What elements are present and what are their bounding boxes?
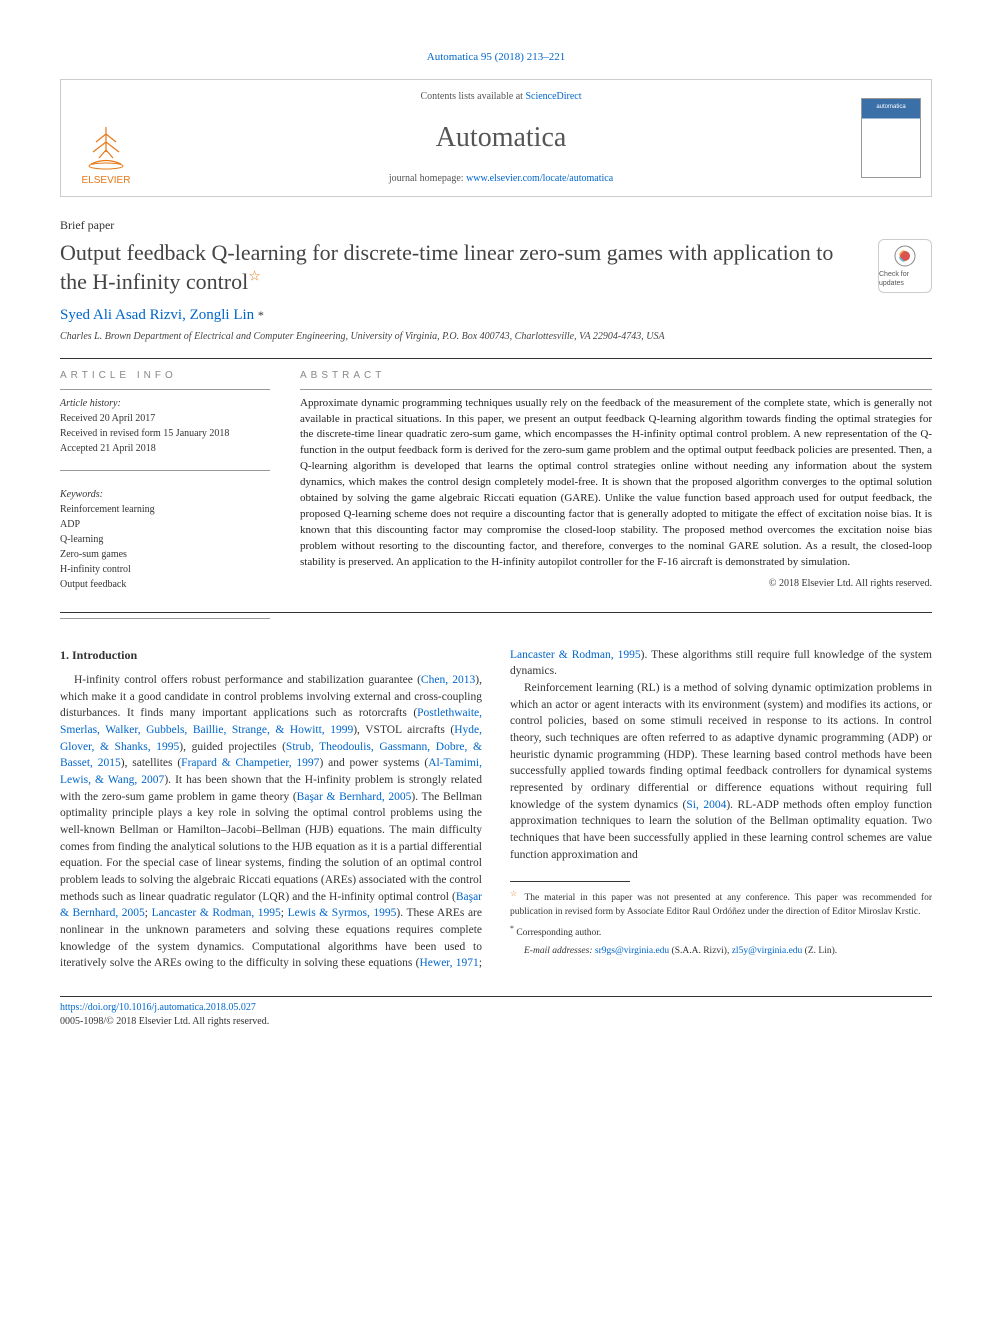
cover-cell <box>851 80 931 195</box>
contents-line: Contents lists available at ScienceDirec… <box>161 90 841 104</box>
citation-link[interactable]: Chen, 2013 <box>421 674 475 686</box>
keywords-block: Keywords: Reinforcement learning ADP Q-l… <box>60 487 270 592</box>
citation-line: Automatica 95 (2018) 213–221 <box>60 50 932 65</box>
footnote-text: Corresponding author. <box>516 928 601 938</box>
history-received: Received 20 April 2017 <box>60 413 155 424</box>
check-updates-badge[interactable]: Check for updates <box>878 239 932 293</box>
author-name[interactable]: Syed Ali Asad Rizvi <box>60 307 182 323</box>
sciencedirect-link[interactable]: ScienceDirect <box>525 91 581 102</box>
rule <box>300 389 932 390</box>
doi-block: https://doi.org/10.1016/j.automatica.201… <box>60 996 932 1029</box>
journal-header: ELSEVIER Contents lists available at Sci… <box>60 79 932 196</box>
citation-link[interactable]: Başar & Bernhard, 2005 <box>297 791 412 803</box>
history-revised: Received in revised form 15 January 2018 <box>60 428 229 439</box>
email-name: (S.A.A. Rizvi), <box>672 946 730 956</box>
footnotes: ☆ The material in this paper was not pre… <box>510 888 932 958</box>
body-fragment: H-infinity control offers robust perform… <box>74 674 421 686</box>
article-type: Brief paper <box>60 217 932 234</box>
email-name: (Z. Lin). <box>805 946 837 956</box>
publisher-label: ELSEVIER <box>82 174 131 188</box>
rule <box>60 358 932 359</box>
body-fragment: ), VSTOL aircrafts ( <box>353 724 454 736</box>
author-name[interactable]: Zongli Lin <box>190 307 255 323</box>
article-history: Article history: Received 20 April 2017 … <box>60 396 270 456</box>
keyword: Output feedback <box>60 579 126 590</box>
body-fragment: ), satellites ( <box>121 757 181 769</box>
keyword: H-infinity control <box>60 564 131 575</box>
abstract-text: Approximate dynamic programming techniqu… <box>300 396 932 571</box>
abstract-column: ABSTRACT Approximate dynamic programming… <box>300 369 932 592</box>
homepage-prefix: journal homepage: <box>389 173 466 184</box>
email-label: E-mail addresses: <box>524 946 593 956</box>
affiliation: Charles L. Brown Department of Electrica… <box>60 330 932 344</box>
keyword: Zero-sum games <box>60 549 127 560</box>
elsevier-tree-icon <box>81 122 131 172</box>
citation-link[interactable]: Si, 2004 <box>686 799 726 811</box>
keyword: Reinforcement learning <box>60 504 155 515</box>
rule <box>60 618 270 619</box>
rule <box>60 389 270 390</box>
article-info-label: ARTICLE INFO <box>60 369 270 383</box>
corresponding-mark: * <box>258 308 264 322</box>
title-text: Output feedback Q-learning for discrete-… <box>60 240 833 294</box>
body-fragment: ), guided projectiles ( <box>179 741 286 753</box>
keywords-heading: Keywords: <box>60 489 103 500</box>
rule <box>60 470 270 471</box>
body-text: 1. Introduction H-infinity control offer… <box>60 647 932 972</box>
citation-link[interactable]: Frapard & Champetier, 1997 <box>181 757 319 769</box>
issn-copyright: 0005-1098/© 2018 Elsevier Ltd. All right… <box>60 1016 269 1027</box>
keyword: ADP <box>60 519 80 530</box>
citation-link[interactable]: Hewer, 1971 <box>419 957 478 969</box>
section-heading: 1. Introduction <box>60 647 482 664</box>
article-title: Output feedback Q-learning for discrete-… <box>60 239 862 296</box>
journal-homepage-link[interactable]: www.elsevier.com/locate/automatica <box>466 173 613 184</box>
keyword: Q-learning <box>60 534 103 545</box>
history-heading: Article history: <box>60 398 121 409</box>
copyright-line: © 2018 Elsevier Ltd. All rights reserved… <box>300 577 932 591</box>
rule <box>60 612 932 613</box>
journal-name: Automatica <box>161 118 841 157</box>
email-link[interactable]: sr9gs@virginia.edu <box>595 946 669 956</box>
footnote-text: The material in this paper was not prese… <box>510 893 932 916</box>
article-info-column: ARTICLE INFO Article history: Received 2… <box>60 369 270 592</box>
footnote-separator <box>510 881 630 882</box>
footnote-star-icon: ☆ <box>510 889 520 898</box>
check-updates-icon <box>893 244 917 268</box>
citation-link[interactable]: Lewis & Syrmos, 1995 <box>288 907 397 919</box>
history-accepted: Accepted 21 April 2018 <box>60 443 156 454</box>
citation-link[interactable]: Lancaster & Rodman, 1995 <box>510 649 641 661</box>
abstract-label: ABSTRACT <box>300 369 932 383</box>
body-fragment: Reinforcement learning (RL) is a method … <box>510 682 932 811</box>
check-updates-label: Check for updates <box>879 270 931 290</box>
title-footnote-star-icon: ☆ <box>248 270 261 285</box>
contents-prefix: Contents lists available at <box>420 91 525 102</box>
citation-link[interactable]: Lancaster & Rodman, 1995 <box>152 907 281 919</box>
homepage-line: journal homepage: www.elsevier.com/locat… <box>161 172 841 186</box>
publisher-logo-cell: ELSEVIER <box>61 80 151 195</box>
authors: Syed Ali Asad Rizvi, Zongli Lin * <box>60 305 932 326</box>
footnote-asterisk-icon: * <box>510 924 514 933</box>
email-link[interactable]: zl5y@virginia.edu <box>732 946 803 956</box>
journal-cover-thumb <box>861 98 921 178</box>
body-fragment: ) and power systems ( <box>319 757 428 769</box>
doi-link[interactable]: https://doi.org/10.1016/j.automatica.201… <box>60 1002 256 1013</box>
